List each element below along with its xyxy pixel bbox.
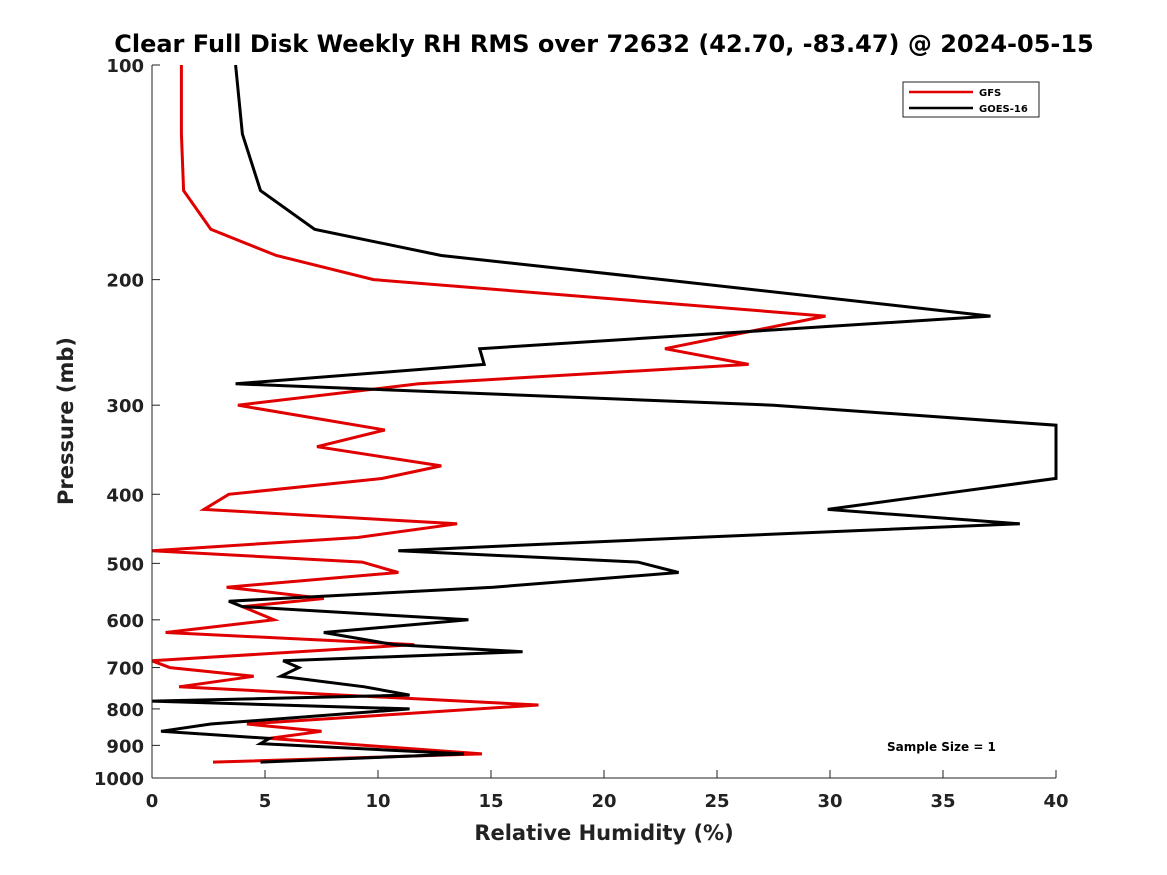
y-tick-label: 700 — [106, 659, 144, 680]
y-tick-label: 300 — [106, 396, 144, 417]
x-tick-label: 40 — [1043, 791, 1068, 812]
y-tick-label: 400 — [106, 485, 144, 506]
y-tick-label: 100 — [106, 56, 144, 77]
y-tick-label: 1000 — [94, 769, 144, 790]
y-tick-label: 800 — [106, 700, 144, 721]
x-tick-label: 15 — [478, 791, 503, 812]
series-layer — [151, 64, 1058, 764]
x-tick-label: 30 — [817, 791, 842, 812]
x-axis-ticks: 0 5 10 15 20 25 30 35 40 — [146, 770, 1069, 812]
legend-box — [902, 81, 1040, 118]
y-tick-label: 500 — [106, 554, 144, 575]
x-tick-label: 35 — [930, 791, 955, 812]
x-axis-label: Relative Humidity (%) — [474, 821, 733, 845]
legend: GFS GOES-16 — [902, 81, 1040, 118]
x-tick-label: 5 — [259, 791, 272, 812]
legend-label-goes-16: GOES-16 — [979, 104, 1028, 115]
legend-label-gfs: GFS — [979, 88, 1001, 99]
y-tick-label: 900 — [106, 736, 144, 757]
y-tick-label: 200 — [106, 271, 144, 292]
series-line-gfs — [151, 65, 826, 764]
y-axis-label: Pressure (mb) — [54, 337, 78, 505]
x-tick-label: 25 — [704, 791, 729, 812]
x-tick-label: 10 — [365, 791, 390, 812]
series-line-goes-16 — [151, 64, 1058, 764]
sample-size-annotation: Sample Size = 1 — [887, 740, 996, 754]
y-axis-ticks: 100 200 300 400 500 600 700 800 900 1000 — [94, 56, 160, 790]
y-tick-label: 600 — [106, 611, 144, 632]
plot-area — [152, 65, 1056, 778]
x-tick-label: 20 — [591, 791, 616, 812]
chart-title: Clear Full Disk Weekly RH RMS over 72632… — [114, 30, 1094, 58]
x-tick-label: 0 — [146, 791, 159, 812]
